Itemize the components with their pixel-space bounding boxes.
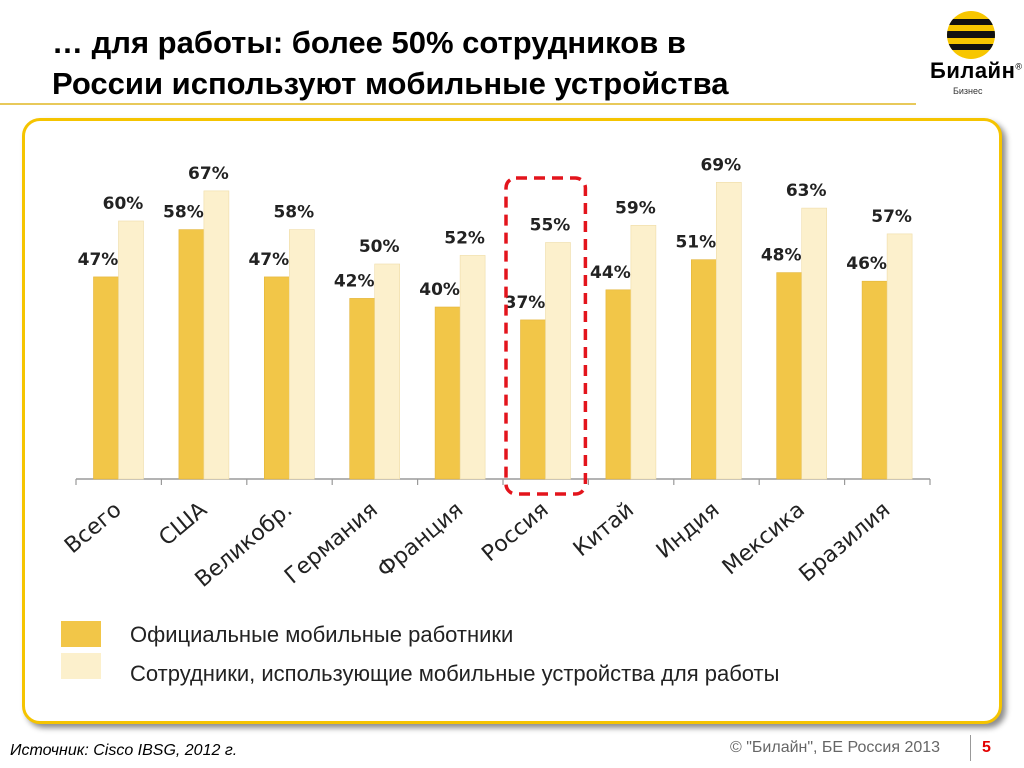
x-tick-label: Россия [477,497,553,567]
bar-official [690,259,717,480]
title-line-1: … для работы: более 50% сотрудников в [52,25,686,60]
legend-label-devices: Сотрудники, использующие мобильные устро… [130,661,780,686]
bar-official [434,306,461,480]
title-line-2: России используют мобильные устройства [52,66,729,101]
bar-devices [886,233,913,480]
bar-official [178,229,205,480]
bar-devices [374,263,401,480]
bar-official [861,280,888,480]
x-tick-label: Индия [652,497,724,563]
bar-devices [118,220,144,480]
bar-devices [715,182,742,480]
data-label-devices: 58% [273,203,314,223]
data-label-devices: 52% [444,228,485,248]
bar-chart: 47%60%Всего58%67%США47%58%Великобр.42%50… [60,155,931,593]
data-label-official: 44% [590,263,631,283]
data-label-devices: 50% [359,237,400,257]
data-label-official: 37% [505,293,546,313]
data-label-official: 42% [334,271,375,291]
bar-devices [630,225,657,480]
title-underline [0,103,916,105]
data-label-official: 48% [761,246,802,266]
bar-devices [801,207,828,480]
data-label-official: 58% [163,203,204,223]
logo-wordmark: Билайн® [930,58,1023,84]
source-note: Источник: Cisco IBSG, 2012 г. [10,742,238,759]
data-label-devices: 60% [103,194,144,214]
x-tick-label: Франция [373,497,468,583]
slide-title: … для работы: более 50% сотрудников в Ро… [52,22,912,104]
footer-divider [970,735,971,761]
bar-devices [288,229,315,480]
x-tick-label: Бразилия [795,497,895,587]
bar-official [520,319,546,480]
data-label-devices: 63% [786,181,827,201]
copyright-note: © "Билайн", БЕ Россия 2013 [730,739,941,756]
bar-official [349,298,376,480]
data-label-official: 47% [248,250,289,270]
beeline-logo: Билайн® Бизнес [930,8,1023,100]
bar-official [605,289,632,480]
logo-registered-mark: ® [1015,61,1023,72]
legend-swatch-official [61,621,101,647]
data-label-devices: 59% [615,198,656,218]
data-label-official: 40% [419,280,460,300]
page-number: 5 [982,739,991,756]
data-label-official: 51% [675,233,716,253]
data-label-official: 46% [846,254,887,274]
bar-devices [545,242,571,480]
bar-official [263,276,290,480]
x-tick-label: Германия [280,497,383,589]
bar-devices [459,255,486,480]
logo-subtitle: Бизнес [953,86,983,96]
bar-official [776,272,803,480]
x-tick-label: США [155,497,212,551]
data-label-devices: 69% [700,155,741,175]
bar-devices [203,190,230,480]
highlight-box-russia [504,176,588,496]
legend-label-official: Официальные мобильные работники [130,622,514,647]
logo-brand: Билайн [930,58,1016,83]
x-tick-label: Всего [60,497,126,558]
data-label-devices: 57% [871,207,912,227]
bar-official [93,276,119,480]
data-label-devices: 55% [530,216,571,236]
beeline-ball-icon [947,11,995,59]
data-label-official: 47% [78,250,119,270]
x-tick-label: Китай [569,497,639,561]
legend-swatch-devices [61,653,101,679]
data-label-devices: 67% [188,164,229,184]
